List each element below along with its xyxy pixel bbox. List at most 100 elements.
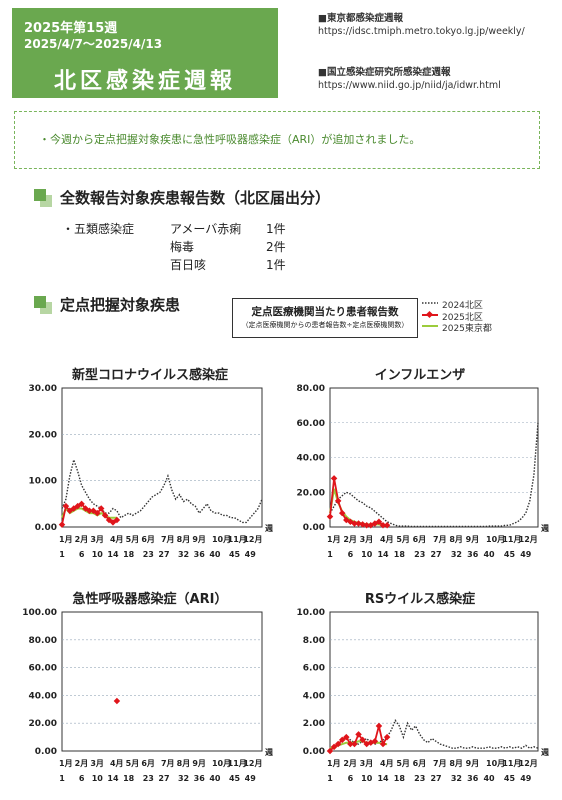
x-month-label: 2月 [343, 535, 357, 544]
plot-area [329, 611, 539, 752]
section1-title: 全数報告対象疾患報告数（北区届出分） [60, 189, 331, 207]
series-2025-kita-point [355, 731, 362, 738]
y-tick-label: 10.00 [297, 608, 325, 618]
series-2025-kita-point [338, 736, 346, 744]
chart-ari: 0.00 20.00 40.00 60.00 80.00 100.00 1月 2月 3月 4月 5月… [22, 608, 273, 783]
x-week-label: 14 [377, 774, 389, 783]
source-niid-url[interactable]: https://www.niid.go.jp/niid/ja/idwr.html [318, 80, 501, 91]
x-week-label: 36 [467, 550, 479, 559]
legend-swatches [422, 302, 438, 327]
legend-swatch-marker [425, 310, 434, 319]
disease-name: アメーバ赤痢 [170, 222, 242, 236]
source-tokyo-title: ■東京都感染症週報 [318, 13, 403, 24]
y-tick-label: 80.00 [29, 636, 57, 646]
disease-count: 1件 [266, 258, 286, 272]
x-week-label: 14 [377, 550, 389, 559]
x-unit-label: 週 [265, 524, 273, 533]
x-week-label: 32 [451, 550, 462, 559]
x-week-label: 10 [92, 774, 104, 783]
x-week-label: 45 [504, 774, 516, 783]
x-week-label: 23 [414, 774, 425, 783]
x-month-label: 12月 [519, 759, 538, 768]
category-label: ・五類感染症 [62, 222, 135, 236]
header-banner: 2025年第15週 2025/4/7～2025/4/13 北区感染症週報 [12, 8, 278, 98]
y-tick-label: 20.00 [29, 430, 57, 440]
x-month-label: 2月 [343, 759, 357, 768]
legend-subtitle: （定点医療機関からの患者報告数÷定点医療機関数） [241, 321, 409, 329]
x-week-label: 6 [79, 550, 85, 559]
x-month-label: 2月 [75, 759, 89, 768]
date-range: 2025/4/7～2025/4/13 [24, 37, 163, 51]
x-week-label: 40 [209, 550, 221, 559]
x-week-label: 49 [520, 774, 532, 783]
x-month-label: 12月 [243, 535, 262, 544]
plot-area [61, 611, 263, 752]
x-month-label: 6月 [413, 759, 427, 768]
x-week-label: 6 [348, 550, 354, 559]
legend-label-2024: 2024北区 [442, 301, 483, 311]
chart-covid: 0.00 10.00 20.00 30.00 1月 2月 3月 4月 5月 6月 7月 8月 9月 10月… [29, 384, 273, 559]
x-month-label: 11月 [228, 535, 247, 544]
source-niid-title: ■国立感染症研究所感染症週報 [318, 67, 451, 78]
source-niid: ■国立感染症研究所感染症週報 https://www.niid.go.jp/ni… [318, 66, 501, 92]
x-unit-label: 週 [265, 748, 273, 757]
x-month-label: 1月 [59, 759, 73, 768]
x-month-label: 6月 [413, 535, 427, 544]
x-week-label: 27 [158, 774, 169, 783]
y-tick-label: 0.00 [303, 523, 325, 533]
x-week-label: 14 [107, 774, 119, 783]
notice-box: ・今週から定点把握対象疾患に急性呼吸器感染症（ARI）が追加されました。 [14, 111, 540, 169]
x-week-label: 23 [143, 550, 154, 559]
x-month-label: 1月 [327, 535, 341, 544]
series-2025-kita-point [86, 507, 93, 515]
x-week-label: 1 [59, 774, 65, 783]
x-month-label: 3月 [90, 535, 104, 544]
x-month-label: 6月 [141, 535, 155, 544]
x-week-label: 10 [361, 774, 373, 783]
x-month-label: 5月 [126, 535, 140, 544]
series-2025-kita-point [113, 516, 121, 524]
series-2024-kita-line [329, 422, 539, 528]
x-week-label: 1 [327, 550, 333, 559]
x-week-label: 27 [158, 550, 169, 559]
x-month-label: 10月 [212, 759, 231, 768]
x-month-label: 3月 [360, 759, 374, 768]
section2-title: 定点把握対象疾患 [60, 296, 181, 314]
x-month-label: 4月 [380, 535, 394, 544]
y-tick-label: 30.00 [29, 384, 57, 394]
series-2025-kita-point [334, 497, 342, 505]
x-month-label: 8月 [177, 535, 191, 544]
x-week-label: 45 [229, 774, 241, 783]
y-tick-label: 60.00 [297, 419, 325, 429]
x-week-label: 36 [194, 550, 206, 559]
disease-count: 1件 [266, 222, 286, 236]
source-tokyo-url[interactable]: https://idsc.tmiph.metro.tokyo.lg.jp/wee… [318, 26, 525, 37]
chart-title-rsv: RSウイルス感染症 [364, 592, 476, 607]
x-week-label: 40 [483, 774, 495, 783]
chart-title-ari: 急性呼吸器感染症（ARI） [72, 592, 228, 607]
x-month-label: 10月 [486, 535, 505, 544]
x-month-label: 4月 [110, 759, 124, 768]
x-month-label: 3月 [360, 535, 374, 544]
x-month-label: 12月 [519, 535, 538, 544]
x-month-label: 5月 [126, 759, 140, 768]
x-week-label: 1 [327, 774, 333, 783]
legend-label-2025-kita: 2025北区 [442, 313, 483, 323]
x-week-label: 49 [245, 774, 257, 783]
x-month-label: 5月 [396, 535, 410, 544]
chart-title-covid: 新型コロナウイルス感染症 [71, 368, 228, 383]
x-month-label: 2月 [75, 535, 89, 544]
y-tick-label: 0.00 [35, 747, 57, 757]
y-tick-label: 0.00 [303, 747, 325, 757]
y-tick-label: 40.00 [29, 691, 57, 701]
x-week-label: 40 [209, 774, 221, 783]
x-unit-label: 週 [541, 748, 549, 757]
x-month-label: 9月 [466, 759, 480, 768]
x-week-label: 18 [123, 550, 135, 559]
x-month-label: 6月 [141, 759, 155, 768]
x-week-label: 36 [194, 774, 206, 783]
series-2025-kita-point [62, 502, 70, 510]
x-month-label: 11月 [502, 759, 521, 768]
x-week-label: 45 [504, 550, 516, 559]
y-tick-label: 6.00 [303, 664, 325, 674]
